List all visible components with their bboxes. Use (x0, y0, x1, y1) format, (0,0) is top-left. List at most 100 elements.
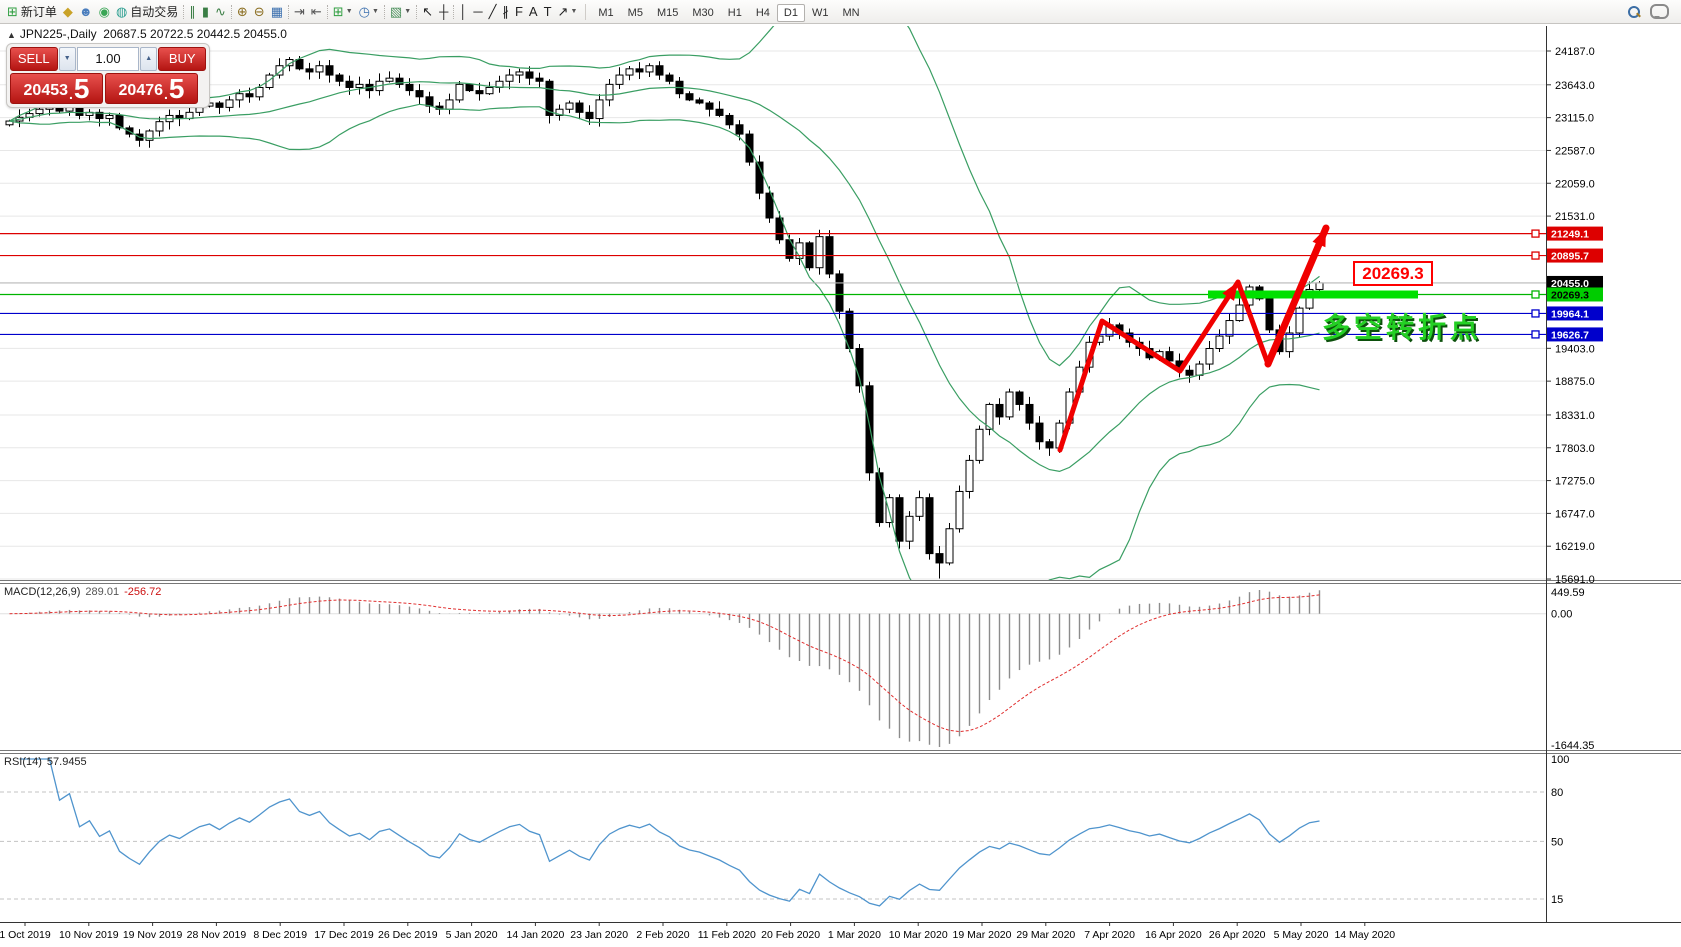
date-label: 10 Nov 2019 (59, 929, 119, 941)
bear-candle (925, 497, 934, 555)
price-tag-label: 20895.7 (1551, 251, 1589, 263)
trendline-icon[interactable]: ╱ (486, 2, 500, 22)
timeframe-m15[interactable]: M15 (656, 6, 679, 19)
trend-arrow-final[interactable] (1264, 224, 1330, 368)
new-order-icon[interactable]: ⊞ 新订单 (4, 2, 60, 22)
text-icon[interactable]: A (526, 2, 541, 22)
price-chart-canvas[interactable]: 449.59 0.00 -1644.35 100 80 50 15 24187.0 23643.… (0, 24, 1681, 947)
line-endpoint-marker[interactable] (1531, 330, 1540, 339)
vertical-line-icon[interactable]: │ (456, 2, 470, 22)
bull-candle (645, 65, 654, 73)
new-chart-icon[interactable]: ⊞ ▼ (330, 2, 356, 22)
user-icon[interactable]: ☻ (76, 2, 96, 22)
channel-icon[interactable]: ∦ (499, 2, 512, 22)
bear-candle (765, 192, 774, 219)
line-endpoint-marker[interactable] (1531, 290, 1540, 299)
bear-candle (665, 74, 674, 82)
ohlc-high: 20722.5 (150, 27, 194, 41)
bull-candle (625, 68, 634, 76)
bull-candle (565, 102, 574, 110)
horizontal-line-icon: ─ (473, 3, 483, 19)
line-endpoint-marker[interactable] (1531, 309, 1540, 318)
crosshair-icon[interactable]: ┼ (436, 2, 451, 22)
timeframe-m5[interactable]: M5 (627, 6, 643, 19)
price-tag-label: 20455.0 (1551, 278, 1589, 290)
line-endpoint-marker[interactable] (1531, 229, 1540, 238)
rsi-axis-label: 80 (1551, 787, 1563, 799)
bull-candle (455, 83, 464, 101)
bear-candle (535, 77, 544, 82)
bear-candle (325, 65, 334, 76)
buy-price-button[interactable]: 20476 . 5 (105, 73, 198, 104)
bull-candle (1285, 332, 1294, 353)
candlestick-chart-icon[interactable]: ▮ (199, 2, 212, 22)
bear-candle (525, 71, 534, 79)
period-icon[interactable]: ◷ ▼ (356, 2, 382, 22)
timeframe-d1[interactable]: D1 (776, 3, 805, 22)
bull-candle (1295, 307, 1304, 334)
arrows-icon[interactable]: ↗ ▼ (555, 2, 581, 22)
auto-scroll-icon[interactable]: ⇥ (291, 2, 308, 22)
bear-candle (725, 114, 734, 126)
cursor-icon[interactable]: ↖ (419, 2, 436, 22)
date-label: 17 Dec 2019 (314, 929, 374, 941)
timeframe-w1[interactable]: W1 (811, 6, 829, 19)
fibonacci-icon[interactable]: F (512, 2, 526, 22)
bear-candle (695, 99, 704, 104)
rsi-line (19, 758, 1320, 907)
bear-candle (1035, 422, 1044, 443)
chat-icon[interactable] (1650, 4, 1669, 19)
text-icon: A (528, 3, 538, 19)
signal-icon[interactable]: ◉ (96, 2, 113, 22)
label-icon: T (543, 3, 552, 19)
trend-zigzag[interactable] (1057, 279, 1271, 453)
bear-candle (415, 90, 424, 98)
price-axis-label: 22587.0 (1555, 145, 1595, 157)
date-label: 23 Jan 2020 (570, 929, 628, 941)
zoom-in-icon[interactable]: ⊕ (234, 2, 251, 22)
zoom-out-icon[interactable]: ⊖ (251, 2, 268, 22)
bull-candle (225, 99, 234, 108)
timeframe-m30[interactable]: M30 (692, 6, 714, 19)
timeframe-m1[interactable]: M1 (598, 6, 614, 19)
timeframe-h4[interactable]: H4 (755, 6, 770, 19)
bear-candle (755, 161, 764, 194)
collapse-icon[interactable]: ▲ (7, 30, 16, 40)
turning-point-text[interactable]: 多空转折点 (1322, 312, 1483, 343)
support-zone-line[interactable] (1208, 290, 1418, 299)
label-icon[interactable]: T (541, 2, 555, 22)
date-label: 16 Apr 2020 (1145, 929, 1202, 941)
volume-decrease-button[interactable]: ▼ (58, 47, 76, 71)
sell-button[interactable]: SELL (10, 47, 58, 71)
templates-icon[interactable]: ▧ ▼ (387, 2, 414, 22)
bear-candle (295, 59, 304, 70)
price-axis-label: 16219.0 (1555, 541, 1595, 553)
user-icon: ☻ (78, 3, 93, 19)
buy-button[interactable]: BUY (158, 47, 206, 71)
crosshair-icon: ┼ (439, 3, 449, 19)
gold-icon[interactable]: ◆ (60, 2, 76, 22)
volume-input[interactable] (77, 47, 139, 71)
timeframe-mn[interactable]: MN (842, 6, 860, 19)
cursor-icon: ↖ (422, 3, 434, 19)
search-icon[interactable] (1627, 5, 1641, 19)
support-price-label[interactable]: 20269.3 (1353, 261, 1433, 286)
toolbar-separator (183, 4, 185, 19)
arrowhead-icon (1222, 282, 1238, 301)
autotrading-icon[interactable]: ◍ 自动交易 (113, 2, 181, 22)
dropdown-arrow-icon: ▼ (404, 7, 412, 15)
sell-price-button[interactable]: 20453 . 5 (10, 73, 103, 104)
line-endpoint-marker[interactable] (1531, 251, 1540, 260)
arrows-icon: ↗ (557, 3, 569, 19)
rsi-axis-label: 15 (1551, 894, 1563, 906)
bull-candle (105, 114, 114, 120)
horizontal-line-icon[interactable]: ─ (470, 2, 485, 22)
timeframe-h1[interactable]: H1 (727, 6, 742, 19)
volume-increase-button[interactable]: ▲ (140, 47, 158, 71)
price-axis-label: 18875.0 (1555, 376, 1595, 388)
chart-shift-icon[interactable]: ⇤ (308, 2, 325, 22)
line-chart-icon[interactable]: ∿ (212, 2, 229, 22)
bar-chart-icon[interactable]: ∥ (186, 2, 199, 22)
tile-windows-icon[interactable]: ▦ (268, 2, 286, 22)
bull-candle (385, 77, 394, 82)
